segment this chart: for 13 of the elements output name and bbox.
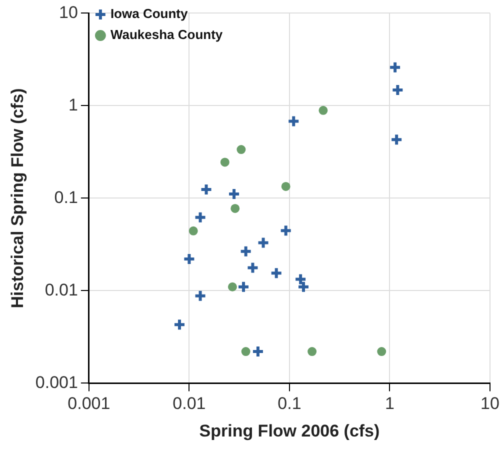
- legend-label: Iowa County: [110, 6, 188, 22]
- y-axis-title: Historical Spring Flow (cfs): [8, 88, 27, 308]
- y-tick-label: 1: [68, 95, 78, 114]
- x-tick-label: 10: [480, 394, 500, 414]
- y-tick-label: 0.1: [54, 188, 78, 207]
- x-tick-label: 0.1: [278, 394, 302, 414]
- x-tick-label: 1: [385, 394, 394, 414]
- x-tick-label: 0.01: [172, 394, 206, 414]
- y-tick-label: 10: [59, 2, 78, 22]
- x-axis-title: Spring Flow 2006 (cfs): [199, 421, 380, 440]
- legend-label: Waukesha County: [110, 27, 224, 42]
- y-tick-label: 0.001: [35, 372, 78, 392]
- y-tick-label: 0.01: [44, 280, 78, 300]
